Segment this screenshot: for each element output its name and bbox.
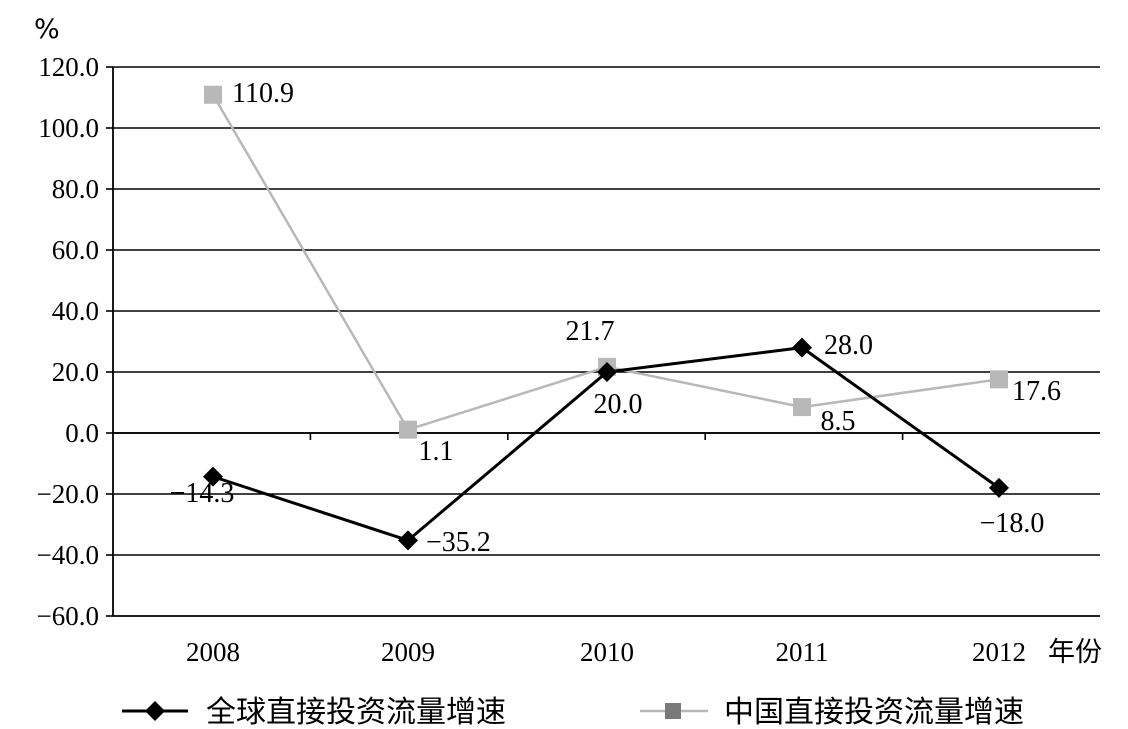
data-label-china: 1.1 [419, 436, 454, 467]
y-tick-label: 120.0 [38, 52, 99, 82]
x-tick-label: 2009 [381, 637, 435, 667]
y-tick-label: 60.0 [52, 235, 99, 265]
legend-label-global: 全球直接投资流量增速 [206, 695, 506, 729]
data-point-china [399, 420, 417, 439]
x-tick-label: 2010 [580, 637, 634, 667]
data-label-global: 20.0 [594, 389, 643, 420]
y-tick-label: −20.0 [37, 479, 99, 509]
x-tick-label: 2011 [776, 637, 829, 667]
y-tick-label: 40.0 [52, 296, 99, 326]
y-tick-labels: 120.0 100.0 80.0 60.0 40.0 20.0 0.0 −20.0 −40.0 −… [37, 52, 99, 631]
data-point-global [989, 477, 1009, 498]
legend-marker-global [145, 701, 165, 721]
data-point-global [398, 530, 418, 551]
y-tick-label: 100.0 [38, 113, 99, 143]
data-label-china: 21.7 [566, 316, 615, 347]
data-label-global: 28.0 [824, 330, 873, 361]
data-point-global [792, 337, 812, 358]
data-point-global [597, 362, 617, 382]
x-axis-unit-label: 年份 [1048, 637, 1102, 668]
data-label-china: 17.6 [1012, 376, 1061, 407]
y-tick-label: 80.0 [52, 174, 99, 204]
y-tick-label: 0.0 [65, 418, 99, 448]
axes [106, 66, 1100, 617]
legend-marker-china [665, 703, 681, 719]
data-point-china [990, 370, 1008, 389]
legend: 全球直接投资流量增速 中国直接投资流量增速 [122, 695, 1024, 729]
data-label-china: 8.5 [821, 406, 856, 437]
y-axis-unit-label: % [34, 14, 60, 45]
data-label-china: 110.9 [232, 78, 294, 109]
x-tick-labels: 2008 2009 2010 2011 2012 [186, 637, 1026, 667]
data-labels: −14.3 −35.2 20.0 28.0 −18.0 110.9 1.1 21.7 8.5 17… [170, 78, 1061, 558]
data-point-china [204, 85, 222, 104]
data-label-global: −35.2 [426, 527, 491, 558]
y-tick-label: −60.0 [37, 601, 99, 631]
data-point-global [203, 466, 223, 487]
gridlines [113, 66, 1100, 556]
legend-label-china: 中国直接投资流量增速 [724, 695, 1024, 729]
y-tick-label: 20.0 [52, 357, 99, 387]
series-lines [203, 85, 1009, 551]
y-tick-label: −40.0 [37, 540, 99, 570]
data-point-china [793, 398, 811, 417]
x-tick-label: 2008 [186, 637, 240, 667]
x-tick-label: 2012 [972, 637, 1026, 667]
data-label-global: −14.3 [170, 478, 235, 509]
data-label-global: −18.0 [980, 508, 1045, 539]
